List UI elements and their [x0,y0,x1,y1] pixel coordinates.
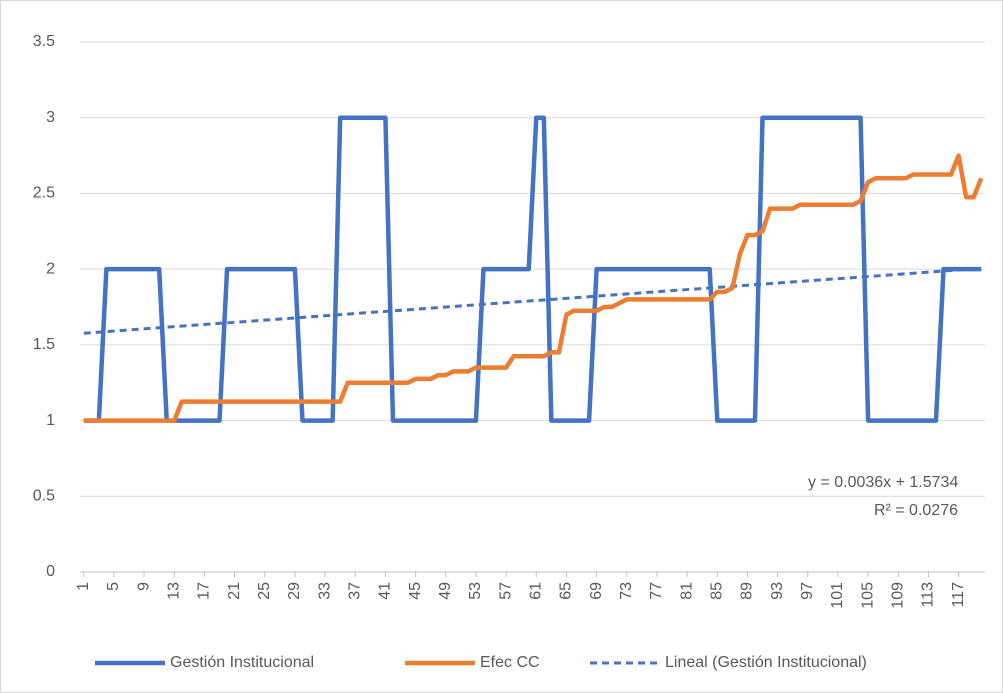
y-tick-label: 2 [46,260,55,277]
y-tick-label: 3 [46,109,55,126]
x-tick-label: 37 [346,582,363,600]
y-tick-label: 0 [46,563,55,580]
x-tick-label: 21 [226,582,243,600]
x-tick-label: 49 [437,582,454,600]
y-tick-label: 2.5 [33,185,55,202]
x-tick-label: 73 [618,582,635,600]
legend-label: Lineal (Gestión Institucional) [665,654,867,671]
x-tick-label: 25 [256,582,273,600]
x-tick-label: 65 [558,582,575,600]
x-tick-label: 5 [105,582,122,591]
x-tick-label: 17 [196,582,213,600]
x-tick-label: 53 [467,582,484,600]
series-line [83,153,984,423]
series-line [83,115,982,423]
y-tick-label: 1 [46,412,55,429]
x-tick-label: 93 [769,582,786,600]
x-tick-label: 57 [497,582,514,600]
x-tick-label: 29 [286,582,303,600]
legend-label: Efec CC [480,654,540,671]
x-tick-label: 81 [678,582,695,600]
y-tick-label: 3.5 [33,33,55,50]
legend-label: Gestión Institucional [170,654,314,671]
x-tick-label: 13 [165,582,182,600]
x-tick-label: 69 [588,582,605,600]
x-tick-label: 1 [75,582,92,591]
x-tick-label: 85 [708,582,725,600]
y-tick-label: 1.5 [33,336,55,353]
trendline [83,266,982,335]
trend-equation: y = 0.0036x + 1.5734 [808,474,958,491]
x-tick-label: 89 [739,582,756,600]
x-tick-label: 9 [135,582,152,591]
x-tick-label: 113 [920,582,937,608]
x-tick-label: 101 [829,582,846,609]
x-tick-label: 77 [648,582,665,600]
x-tick-label: 105 [859,582,876,609]
x-tick-label: 41 [377,582,394,600]
y-tick-label: 0.5 [33,488,55,505]
x-tick-label: 117 [950,582,967,608]
x-tick-label: 45 [407,582,424,600]
x-tick-label: 97 [799,582,816,600]
x-tick-label: 33 [316,582,333,600]
x-tick-label: 109 [889,582,906,609]
trend-r2: R² = 0.0276 [874,502,958,519]
x-tick-label: 61 [527,582,544,600]
